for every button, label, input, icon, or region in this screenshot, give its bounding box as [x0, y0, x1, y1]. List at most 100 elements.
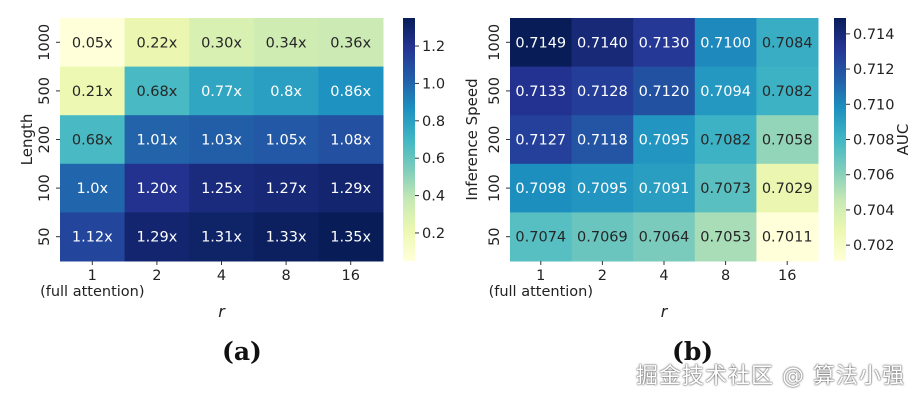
colorbar-label: Inference Speed: [463, 78, 481, 200]
heatmap-cell: [694, 163, 757, 213]
heatmap-cell: [633, 163, 696, 213]
colorbar-tick-label: 0.714: [853, 27, 895, 43]
cell-value-label: 0.7127: [515, 133, 566, 149]
colorbar-tick-label: 0.704: [853, 203, 895, 219]
cell-value-label: 0.7069: [577, 230, 628, 246]
y-tick-label: 1000: [37, 24, 53, 61]
heatmap-cell: [756, 163, 819, 213]
heatmap-cell: [60, 18, 126, 68]
heatmap-cell: [571, 18, 634, 68]
colorbar-tick-label: 0.6: [422, 151, 445, 167]
colorbar-tick-label: 0.702: [853, 238, 895, 254]
heatmap-cell: [60, 212, 126, 262]
cell-value-label: 0.7091: [639, 181, 690, 197]
heatmap-cell: [694, 18, 757, 68]
heatmap-cell: [124, 163, 190, 213]
y-tick-label: 1000: [487, 24, 503, 61]
y-tick-label: 200: [37, 126, 53, 154]
heatmap-cell: [124, 18, 190, 68]
heatmap-cell: [571, 115, 634, 165]
cell-value-label: 1.35x: [330, 230, 371, 246]
colorbar: [403, 18, 415, 261]
cell-value-label: 0.7120: [639, 84, 690, 100]
x-tick-label: 8: [281, 268, 290, 284]
cell-value-label: 0.7094: [700, 84, 751, 100]
heatmap-cell: [756, 18, 819, 68]
heatmap-cell: [253, 212, 319, 262]
y-tick-label: 500: [37, 77, 53, 105]
y-axis-label: Length: [18, 114, 36, 166]
cell-value-label: 1.01x: [136, 133, 177, 149]
heatmap-cell: [189, 18, 255, 68]
colorbar-tick-label: 0.2: [422, 226, 445, 242]
cell-value-label: 0.7058: [762, 133, 813, 149]
cell-value-label: 0.22x: [136, 35, 177, 51]
heatmap-cell: [60, 115, 126, 165]
x-tick-label: 16: [341, 268, 359, 284]
heatmap-cell: [253, 66, 319, 116]
colorbar-tick-label: 1.2: [422, 39, 445, 55]
panel-label-b: (b): [672, 337, 714, 366]
heatmap-cell: [189, 212, 255, 262]
colorbar-tick-label: 0.710: [853, 97, 895, 113]
cell-value-label: 1.33x: [266, 230, 307, 246]
x-tick-label: 16: [778, 268, 796, 284]
heatmap-cell: [318, 18, 384, 68]
x-tick-sublabel: (full attention): [489, 284, 593, 300]
x-axis-label: r: [661, 302, 669, 321]
cell-value-label: 1.12x: [72, 230, 113, 246]
heatmap-cell: [318, 115, 384, 165]
colorbar: [834, 18, 846, 261]
heatmap-cell: [253, 18, 319, 68]
cell-value-label: 0.77x: [201, 84, 242, 100]
heatmap-cell: [633, 18, 696, 68]
heatmap-cell: [571, 66, 634, 116]
colorbar-tick-label: 1.0: [422, 76, 445, 92]
cell-value-label: 0.7140: [577, 35, 628, 51]
heatmap-cell: [318, 163, 384, 213]
cell-value-label: 0.7074: [515, 230, 566, 246]
watermark-text: 掘金技术社区 @ 算法小强: [636, 364, 905, 389]
heatmap-cell: [60, 66, 126, 116]
heatmap-cell: [253, 115, 319, 165]
cell-value-label: 1.05x: [266, 133, 307, 149]
cell-value-label: 0.7053: [700, 230, 751, 246]
heatmap-cell: [694, 66, 757, 116]
heatmap-cell: [124, 115, 190, 165]
cell-value-label: 1.31x: [201, 230, 242, 246]
heatmap-cell: [189, 66, 255, 116]
y-tick-label: 100: [37, 174, 53, 202]
cell-value-label: 0.30x: [201, 35, 242, 51]
heatmap-cell: [124, 212, 190, 262]
heatmap-panel-0: 0.05x 0.22x 0.30x 0.34x 0.36x 0.21x 0.68x 0.77x…: [18, 18, 481, 321]
cell-value-label: 1.03x: [201, 133, 242, 149]
x-tick-label: 4: [217, 268, 226, 284]
y-tick-label: 50: [37, 227, 53, 245]
cell-value-label: 0.86x: [330, 84, 371, 100]
heatmap-cell: [318, 66, 384, 116]
cell-value-label: 0.7082: [762, 84, 813, 100]
heatmap-cell: [510, 66, 573, 116]
cell-value-label: 0.7095: [577, 181, 628, 197]
cell-value-label: 1.27x: [266, 181, 307, 197]
heatmap-cell: [633, 66, 696, 116]
cell-value-label: 0.8x: [270, 84, 302, 100]
panel-label-a: (a): [222, 337, 262, 366]
heatmap-cell: [189, 115, 255, 165]
x-tick-label: 8: [721, 268, 730, 284]
heatmap-cell: [510, 163, 573, 213]
cell-value-label: 0.7011: [762, 230, 813, 246]
x-tick-label: 4: [659, 268, 668, 284]
heatmap-cell: [318, 212, 384, 262]
cell-value-label: 0.7064: [639, 230, 690, 246]
colorbar-label: AUC: [894, 124, 912, 156]
cell-value-label: 1.20x: [136, 181, 177, 197]
cell-value-label: 0.7098: [515, 181, 566, 197]
x-axis-label: r: [218, 302, 226, 321]
y-tick-label: 200: [487, 126, 503, 154]
cell-value-label: 0.7073: [700, 181, 751, 197]
heatmap-cell: [633, 212, 696, 262]
cell-value-label: 1.29x: [330, 181, 371, 197]
